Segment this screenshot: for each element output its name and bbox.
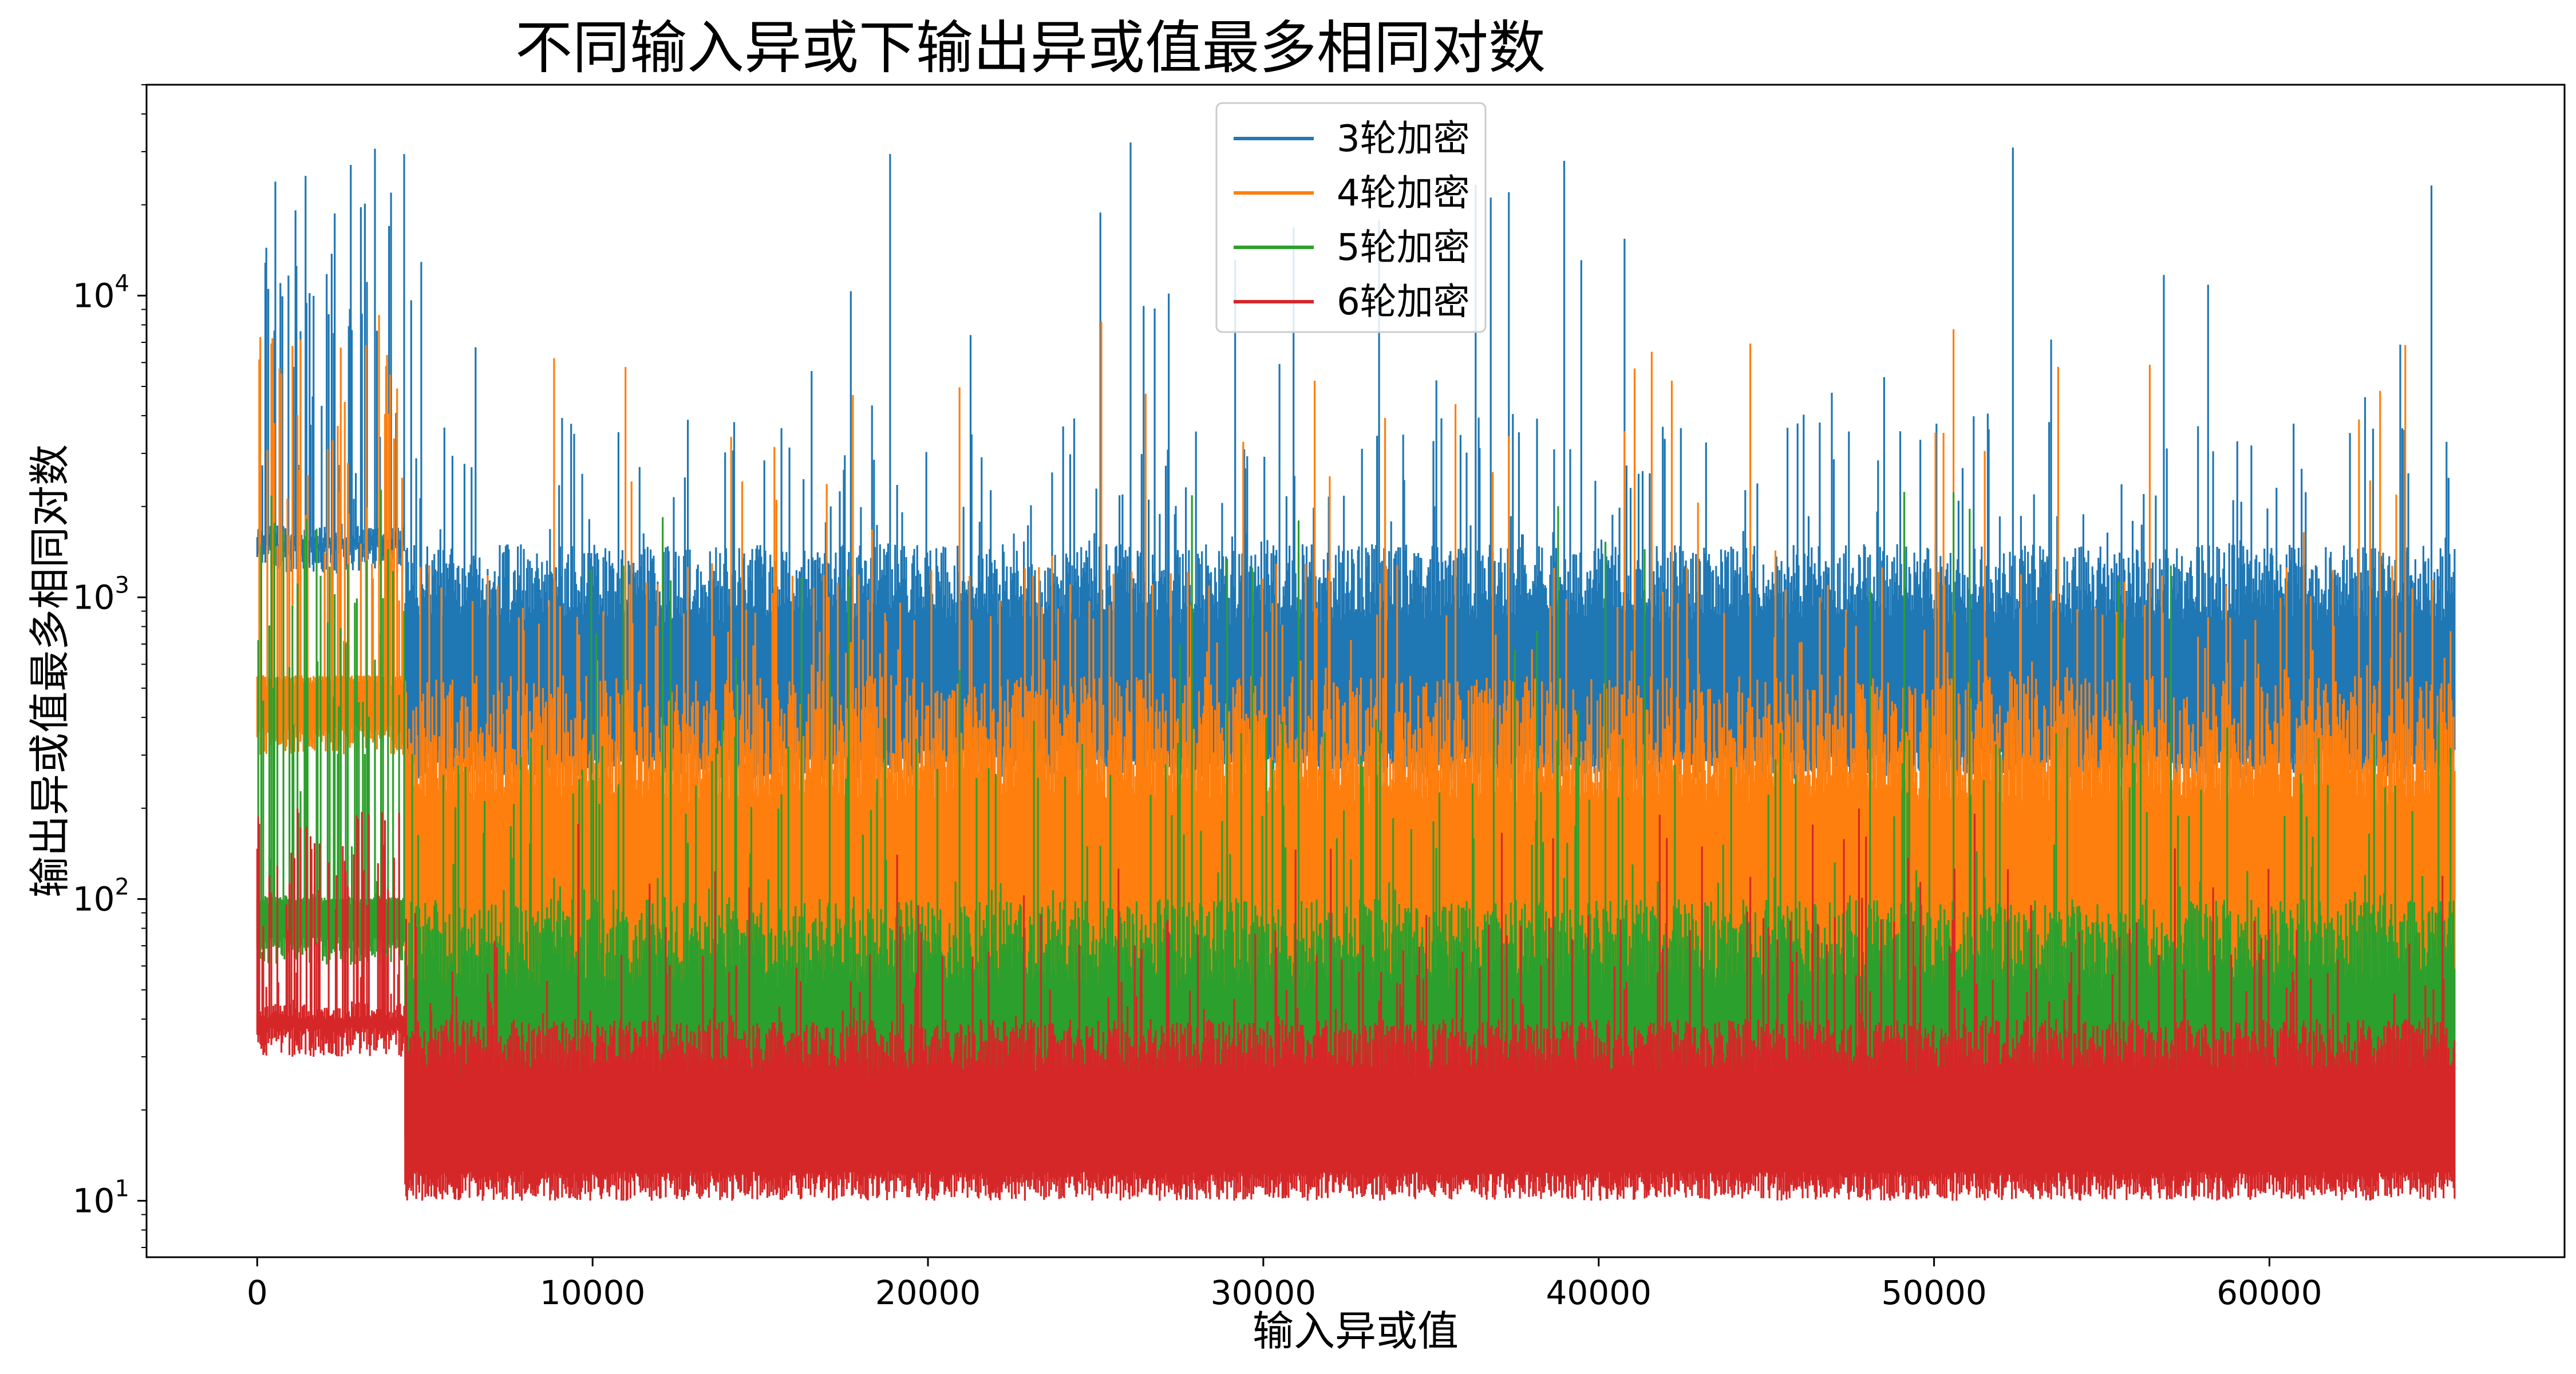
legend-label: 4轮加密 — [1337, 172, 1470, 215]
legend-box — [1215, 102, 1487, 333]
x-tick-label: 50000 — [1881, 1273, 1987, 1312]
series-6-round-line — [256, 808, 2456, 1201]
series-4-round-line — [256, 315, 2456, 1020]
y-tick-label: 104 — [73, 270, 129, 315]
legend-label: 3轮加密 — [1337, 118, 1470, 160]
x-tick-label: 0 — [247, 1273, 268, 1312]
series-layer — [256, 142, 2456, 1201]
y-tick-label: 102 — [73, 874, 129, 918]
y-tick-label: 101 — [73, 1175, 129, 1220]
y-tick-label: 103 — [73, 572, 129, 617]
series-3-round-line — [256, 142, 2456, 779]
x-tick-label: 60000 — [2217, 1273, 2322, 1312]
x-tick-label: 40000 — [1546, 1273, 1652, 1312]
legend-label: 6轮加密 — [1337, 281, 1470, 323]
x-axis-label: 输入异或值 — [1253, 1307, 1459, 1355]
legend: 3轮加密 4轮加密 5轮加密 6轮加密 — [1215, 102, 1487, 333]
legend-label: 5轮加密 — [1337, 227, 1470, 269]
x-tick-label: 30000 — [1211, 1273, 1317, 1312]
chart-title: 不同输入异或下输出异或值最多相同对数 — [515, 14, 1546, 81]
x-tick-label: 10000 — [540, 1273, 646, 1312]
y-axis: 101 102 103 104 — [73, 84, 147, 1249]
x-axis: 0 10000 20000 30000 40000 50000 60000 — [247, 1257, 2322, 1312]
y-axis-label: 输出异或值最多相同对数 — [26, 444, 74, 898]
x-tick-label: 20000 — [875, 1273, 981, 1312]
plot-frame — [145, 84, 2566, 1258]
